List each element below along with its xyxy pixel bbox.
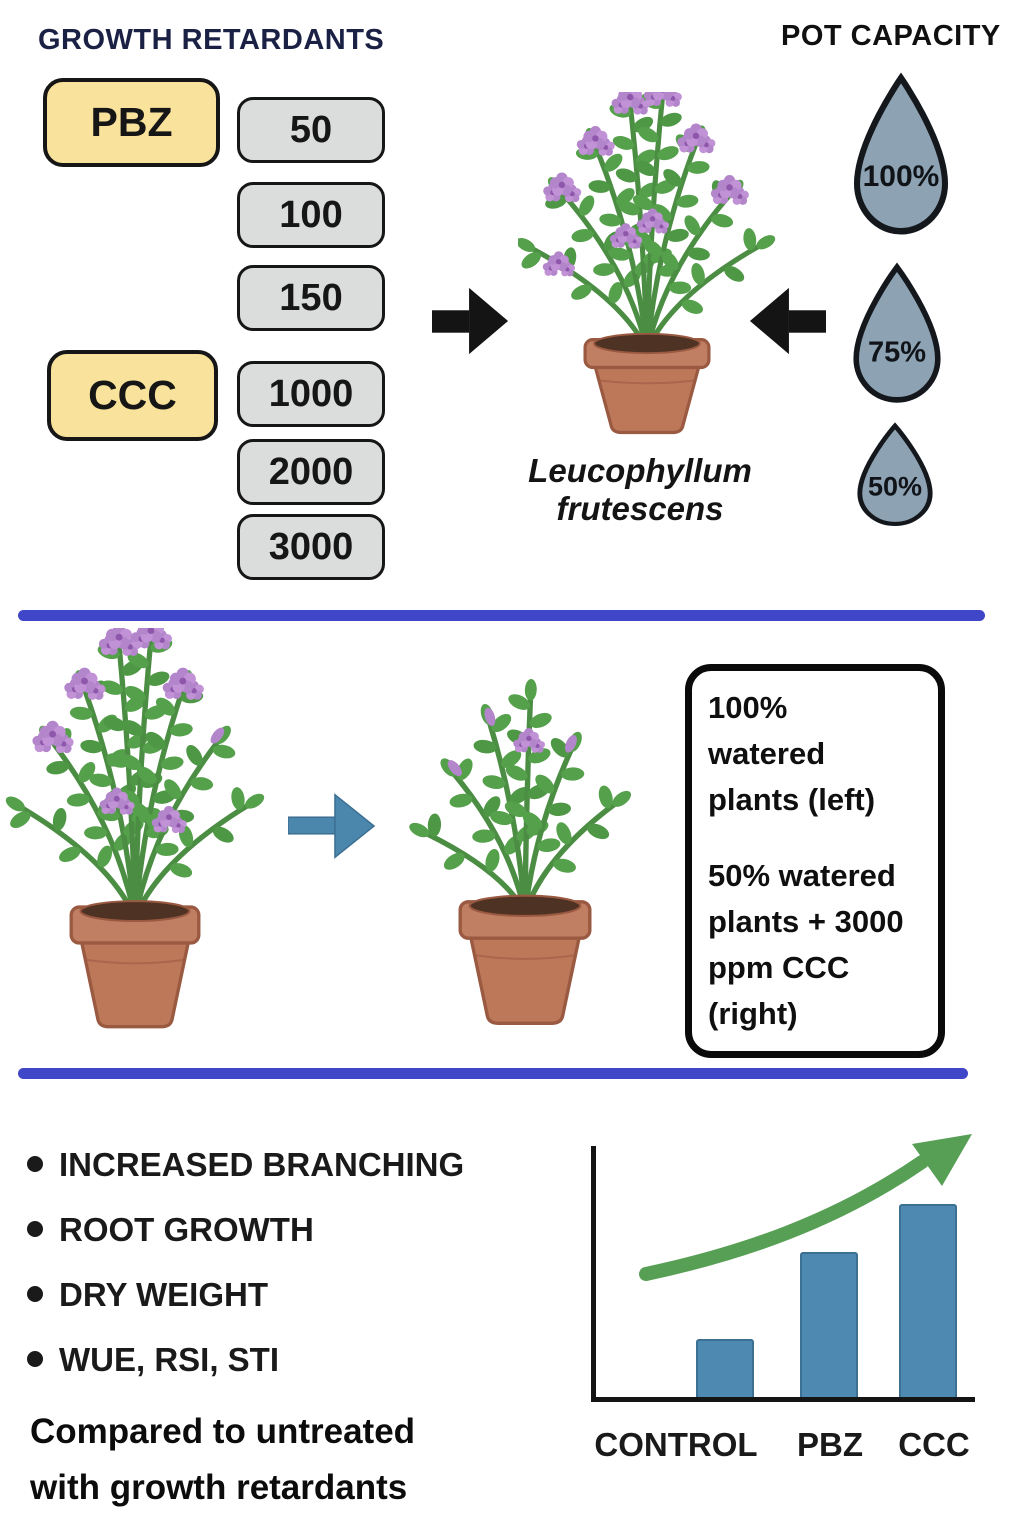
species-name: Leucophyllum frutescens — [495, 452, 785, 528]
benefits-list: INCREASED BRANCHING ROOT GROWTH DRY WEIG… — [26, 1146, 465, 1406]
chart-label-control: CONTROL — [594, 1426, 758, 1463]
droplet-icon — [853, 262, 941, 403]
dose-chip-2000: 2000 — [237, 439, 385, 505]
chart-label-ccc: CCC — [898, 1426, 970, 1463]
info-line: ppm CCC — [708, 950, 850, 985]
info-line: (right) — [708, 996, 798, 1031]
info-box: 100% watered plants (left) 50% watered p… — [685, 664, 945, 1058]
species-line2: frutescens — [556, 490, 724, 527]
blue-arrow-right-icon — [288, 793, 376, 859]
bar-chart — [591, 1146, 975, 1402]
info-line: plants (left) — [708, 782, 876, 817]
dose-chip-50: 50 — [237, 97, 385, 163]
species-line1: Leucophyllum — [528, 452, 752, 489]
retardant-chip-ccc: CCC — [47, 350, 218, 441]
droplet-icon-100: 100% — [846, 72, 956, 236]
list-item-indices: WUE, RSI, STI — [26, 1341, 464, 1378]
pot-capacity-75-label: 75% — [867, 336, 927, 369]
potted-plant-icon — [518, 92, 776, 435]
info-line: 50% watered — [708, 858, 896, 893]
droplet-icon-50: 50% — [851, 422, 939, 527]
potted-plant-icon-large — [5, 628, 265, 1029]
droplet-icon — [857, 422, 933, 527]
note-line2: with growth retardants — [30, 1468, 408, 1507]
arrow-left-icon — [749, 287, 826, 355]
section-divider — [18, 1068, 968, 1079]
info-paragraph-1: 100% watered plants (left) — [708, 685, 926, 823]
list-item-root-growth: ROOT GROWTH — [26, 1211, 464, 1248]
bar-control — [696, 1339, 754, 1397]
section-divider — [18, 610, 985, 621]
dose-chip-100: 100 — [237, 182, 385, 248]
note-line1: Compared to untreated — [30, 1412, 416, 1451]
arrow-right-icon — [432, 287, 509, 355]
comparison-note: Compared to untreated with growth retard… — [30, 1404, 510, 1516]
pot-capacity-100-label: 100% — [862, 159, 940, 193]
droplet-icon-75: 75% — [846, 262, 948, 404]
potted-plant-icon-small — [409, 679, 632, 1025]
list-item-dry-weight: DRY WEIGHT — [26, 1276, 464, 1313]
pot-capacity-50-label: 50% — [867, 471, 923, 502]
list-item-branching: INCREASED BRANCHING — [26, 1146, 465, 1183]
chart-label-pbz: PBZ — [797, 1426, 863, 1463]
bar-ccc — [899, 1204, 957, 1397]
dose-chip-3000: 3000 — [237, 514, 385, 580]
bar-pbz — [800, 1252, 858, 1397]
info-paragraph-2: 50% watered plants + 3000 ppm CCC (right… — [708, 853, 926, 1037]
dose-chip-150: 150 — [237, 265, 385, 331]
info-line: 100% — [708, 690, 788, 725]
info-line: plants + 3000 — [708, 904, 904, 939]
retardant-chip-pbz: PBZ — [43, 78, 220, 167]
droplet-icon — [853, 72, 949, 235]
info-line: watered — [708, 736, 826, 771]
pot-capacity-title: POT CAPACITY — [781, 20, 1001, 52]
growth-retardants-title: GROWTH RETARDANTS — [38, 24, 385, 56]
dose-chip-1000: 1000 — [237, 361, 385, 427]
